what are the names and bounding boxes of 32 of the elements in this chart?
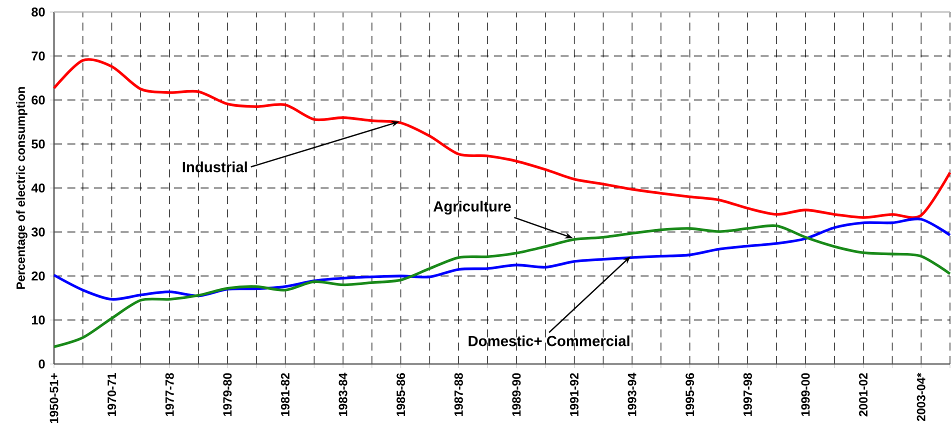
x-tick-label: 1997-98	[743, 373, 752, 416]
x-tick-label: 1985-86	[396, 373, 406, 416]
line-series	[52, 218, 951, 301]
annotation: Agriculture	[433, 200, 511, 215]
x-tick-label: 1977-78	[165, 373, 174, 416]
y-tick-label: 20	[32, 272, 45, 280]
x-tick-label: 1995-96	[686, 373, 694, 416]
x-tick-label: 1983-84	[338, 372, 348, 416]
x-tick-label: 1979-80	[223, 373, 232, 416]
x-tick-label: 1999-00	[801, 373, 810, 416]
x-tick-label: 1991-92	[570, 373, 579, 416]
y-tick-label: 70	[32, 52, 45, 60]
y-tick-label: 30	[31, 228, 45, 237]
x-tick-label: 1989-90	[512, 373, 521, 416]
x-tick-label: 1970-71	[108, 373, 116, 416]
y-tick-label: 0	[38, 360, 45, 368]
x-tick-label: 2003-04*	[916, 372, 926, 421]
x-tick-label: 1981-82	[280, 373, 290, 416]
x-tick-label: 2001-02	[859, 373, 868, 416]
x-tick-label: 1993-94	[628, 372, 636, 416]
y-tick-label: 10	[32, 316, 45, 324]
line-series	[52, 224, 951, 348]
annotation: Industrial	[182, 162, 247, 172]
y-tick-label: 60	[32, 96, 45, 104]
x-tick-label: 1950-51+	[50, 373, 58, 424]
y-tick-label: 40	[31, 184, 45, 192]
annotation: Domestic+ Commercial	[468, 335, 630, 346]
y-tick-label: 50	[32, 140, 45, 148]
y-axis-title: Percentage of electric consumption	[16, 87, 28, 289]
x-tick-label: 1987-88	[454, 373, 463, 416]
line-series	[52, 58, 951, 219]
y-tick-label: 80	[32, 8, 45, 16]
